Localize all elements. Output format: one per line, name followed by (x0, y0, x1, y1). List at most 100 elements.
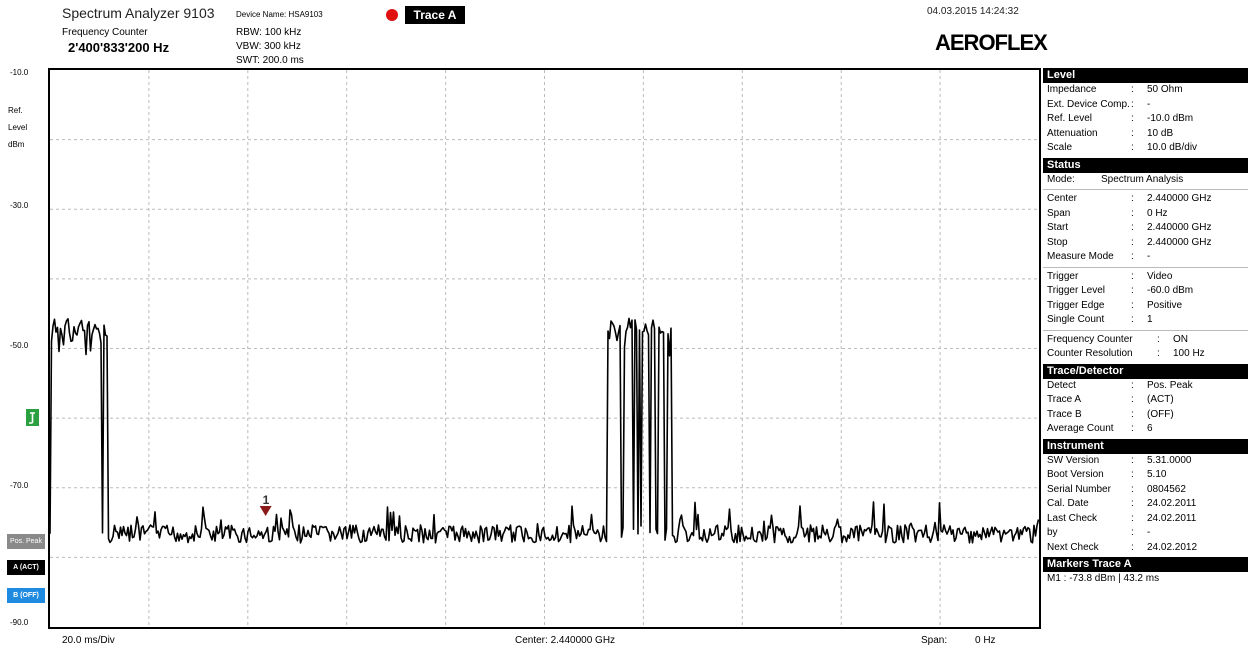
panel-colon: : (1131, 498, 1134, 509)
span-value: 0 Hz (975, 635, 996, 646)
panel-row: Trigger: Video (1043, 270, 1248, 285)
panel-row: Measure Mode: - (1043, 250, 1248, 265)
panel-colon: : (1131, 527, 1134, 538)
ref-label-line: Level (8, 123, 28, 132)
panel-row: Trigger Level: -60.0 dBm (1043, 284, 1248, 299)
panel-value: Video (1147, 270, 1173, 282)
y-tick-label: -70.0 (10, 481, 29, 490)
panel-row: Trigger Edge: Positive (1043, 299, 1248, 314)
y-tick-label: -30.0 (10, 201, 29, 210)
trace-a-button[interactable]: Trace A (405, 6, 465, 24)
mode-key: Mode: (1047, 173, 1075, 185)
trigger-level-marker-icon[interactable] (26, 409, 40, 427)
panel-row: Next Check: 24.02.2012 (1043, 541, 1248, 556)
y-tick-label: -10.0 (10, 68, 29, 77)
freq-counter-label: Frequency Counter (62, 27, 148, 38)
panel-key: Cal. Date (1047, 498, 1089, 509)
level-rows: Impedance: 50 Ohm Ext. Device Comp.: - Ref. … (1043, 83, 1248, 156)
panel-value: 0 Hz (1147, 207, 1168, 219)
panel-value: 2.440000 GHz (1147, 222, 1212, 233)
panel-colon: : (1131, 193, 1134, 204)
panel-value: Positive (1147, 299, 1183, 311)
divider (1043, 189, 1248, 190)
instrument-section-header: Instrument (1043, 438, 1248, 454)
panel-row: Trace A: (ACT) (1043, 393, 1248, 408)
panel-key: Last Check (1047, 512, 1098, 524)
panel-key: by (1047, 527, 1058, 538)
panel-value: 5.31.0000 (1147, 454, 1192, 466)
panel-colon: : (1131, 84, 1134, 95)
trace-canvas: 1 (50, 70, 1039, 627)
panel-value: - (1147, 251, 1151, 262)
y-tick-label: -90.0 (10, 618, 29, 627)
panel-row: Cal. Date: 24.02.2011 (1043, 497, 1248, 512)
panel-key: Stop (1047, 236, 1068, 248)
panel-colon: : (1131, 270, 1134, 282)
panel-colon: : (1131, 314, 1134, 325)
panel-value: 5.10 (1147, 469, 1167, 480)
panel-value: Pos. Peak (1147, 379, 1193, 391)
panel-colon: : (1131, 299, 1134, 311)
panel-row: Start: 2.440000 GHz (1043, 221, 1248, 236)
trace-b-toggle[interactable]: B (OFF) (7, 588, 45, 603)
settings-panel: Level Impedance: 50 Ohm Ext. Device Comp.:… (1043, 68, 1248, 600)
panel-colon: : (1131, 113, 1134, 124)
panel-key: Trigger (1047, 270, 1079, 282)
panel-key: Single Count (1047, 314, 1105, 325)
panel-key: Ref. Level (1047, 113, 1093, 124)
panel-value: 1 (1147, 314, 1153, 325)
panel-value: 2.440000 GHz (1147, 236, 1212, 248)
ref-label-line: Ref. (8, 106, 23, 115)
panel-row: Detect: Pos. Peak (1043, 379, 1248, 394)
panel-row: Attenuation: 10 dB (1043, 127, 1248, 142)
panel-colon: : (1157, 348, 1160, 359)
marker-m1-row: M1 : -73.8 dBm | 43.2 ms (1047, 573, 1160, 584)
panel-key: Center (1047, 193, 1078, 204)
panel-key: Serial Number (1047, 483, 1111, 495)
panel-key: Average Count (1047, 423, 1114, 434)
vbw-setting: VBW: 300 kHz (236, 41, 301, 52)
trigger-rows: Trigger: Video Trigger Level: -60.0 dBm Trig… (1043, 270, 1248, 328)
panel-colon: : (1131, 423, 1134, 434)
panel-row: Scale: 10.0 dB/div (1043, 141, 1248, 156)
detector-button[interactable]: Pos. Peak (7, 534, 45, 549)
panel-row: Last Check: 24.02.2011 (1043, 512, 1248, 527)
panel-key: Attenuation (1047, 127, 1098, 139)
panel-colon: : (1131, 469, 1134, 480)
marker-label: 1 (263, 493, 270, 507)
marker-1[interactable]: 1 (259, 493, 272, 516)
panel-value: 2.440000 GHz (1147, 193, 1212, 204)
panel-row: Frequency Counter: ON (1043, 333, 1248, 348)
panel-row: by: - (1043, 526, 1248, 541)
app-title: Spectrum Analyzer 9103 (62, 5, 215, 21)
panel-colon: : (1131, 98, 1134, 110)
panel-row: Trace B: (OFF) (1043, 408, 1248, 423)
mode-value: Spectrum Analysis (1101, 173, 1184, 185)
panel-row: Counter Resolution: 100 Hz (1043, 347, 1248, 362)
panel-colon: : (1131, 222, 1134, 233)
panel-value: 0804562 (1147, 483, 1186, 495)
panel-row: Single Count: 1 (1043, 313, 1248, 328)
rbw-setting: RBW: 100 kHz (236, 27, 302, 38)
panel-key: Start (1047, 222, 1069, 233)
trace-a-toggle[interactable]: A (ACT) (7, 560, 45, 575)
panel-key: Frequency Counter (1047, 333, 1133, 345)
panel-value: ON (1173, 333, 1188, 345)
panel-key: SW Version (1047, 454, 1100, 466)
spectrum-plot[interactable]: 1 (48, 68, 1041, 629)
panel-key: Trace A (1047, 394, 1082, 405)
panel-value: - (1147, 98, 1151, 110)
device-name: Device Name: HSA9103 (236, 10, 323, 19)
panel-key: Counter Resolution (1047, 348, 1133, 359)
panel-value: 24.02.2012 (1147, 541, 1198, 553)
panel-colon: : (1131, 285, 1134, 296)
span-label: Span: (921, 635, 948, 646)
panel-colon: : (1131, 207, 1134, 219)
panel-key: Trace B (1047, 408, 1082, 420)
swt-setting: SWT: 200.0 ms (236, 55, 304, 66)
panel-key: Boot Version (1047, 469, 1104, 480)
panel-row: Average Count: 6 (1043, 422, 1248, 437)
panel-key: Next Check (1047, 541, 1099, 553)
panel-row: Stop: 2.440000 GHz (1043, 236, 1248, 251)
panel-colon: : (1131, 236, 1134, 248)
